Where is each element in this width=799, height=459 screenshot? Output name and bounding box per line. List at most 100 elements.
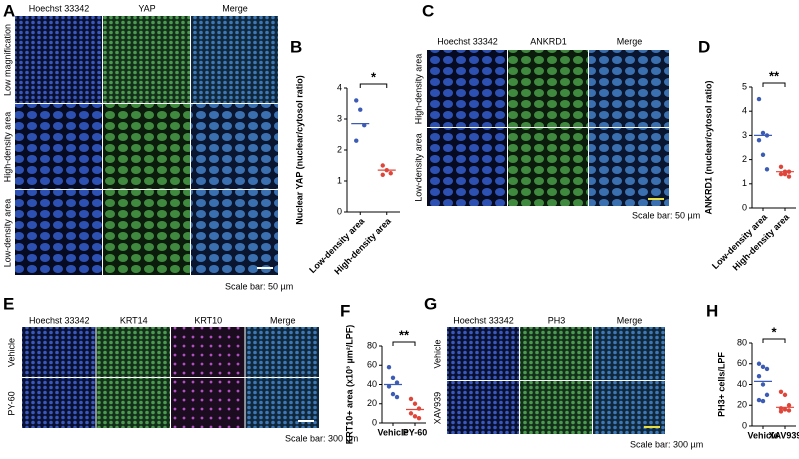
micrograph: [447, 327, 519, 380]
column-label: Merge: [270, 315, 296, 325]
row-label: High-density area: [413, 54, 423, 125]
column-label: KRT14: [120, 315, 148, 325]
y-tick-label: 20: [367, 398, 377, 408]
y-tick-label: 3: [742, 130, 747, 140]
column-label: Hoechst 33342: [29, 315, 90, 325]
data-point: [760, 152, 766, 157]
micrograph: [171, 378, 245, 428]
y-tick-label: 4: [742, 106, 747, 116]
data-point: [782, 392, 788, 398]
micrograph: [22, 327, 96, 377]
row-label: Low-density area: [413, 133, 423, 202]
scale-label: Scale bar: 300 µm: [285, 433, 358, 443]
micrograph: [589, 50, 669, 127]
scale-label: Scale bar: 50 µm: [632, 210, 700, 220]
y-tick-label: 40: [737, 379, 747, 389]
data-point: [760, 364, 766, 370]
y-tick-label: 2: [337, 144, 342, 154]
micrograph: [427, 50, 507, 127]
micrograph: [593, 327, 665, 380]
data-point: [756, 374, 762, 379]
significance-bracket: [762, 82, 786, 87]
micrograph: [96, 378, 170, 428]
row-label: XAV939: [432, 392, 442, 424]
y-tick-label: 0: [742, 202, 747, 212]
micrograph: [191, 16, 278, 103]
micrograph: [520, 327, 592, 380]
micrograph: [447, 381, 519, 434]
data-point: [388, 171, 393, 176]
micrograph: [245, 327, 319, 377]
micrograph: [245, 378, 319, 428]
data-point: [756, 397, 762, 403]
data-point: [764, 366, 770, 372]
x-tick-label: XAV939: [769, 430, 799, 440]
y-tick-label: 20: [737, 400, 747, 410]
column-label: YAP: [138, 3, 155, 13]
data-point: [394, 394, 400, 400]
data-point: [786, 174, 792, 179]
column-label: ANKRD1: [530, 36, 567, 46]
y-tick-label: 3: [337, 113, 342, 123]
data-point: [782, 407, 788, 412]
y-axis-label: PH3+ cells/LPF: [716, 352, 726, 417]
y-tick-label: 2: [742, 154, 747, 164]
data-point: [412, 414, 418, 419]
data-point: [760, 130, 766, 136]
micrograph: [171, 327, 245, 377]
data-point: [756, 138, 762, 143]
x-tick-label: Vehicle: [377, 427, 408, 437]
significance: *: [771, 324, 777, 339]
column-label: Merge: [617, 315, 643, 325]
micrograph: [508, 50, 588, 127]
scale-label: Scale bar: 50 µm: [225, 281, 293, 291]
data-point: [778, 171, 784, 177]
y-tick-label: 0: [337, 206, 342, 216]
significance-bracket: [359, 83, 388, 88]
y-tick-label: 0: [372, 417, 377, 427]
data-point: [764, 392, 770, 398]
data-point: [778, 409, 784, 414]
significance: **: [399, 327, 410, 342]
y-tick-label: 60: [737, 358, 747, 368]
row-label: Vehicle: [6, 338, 16, 367]
micrograph: [508, 128, 588, 206]
micrograph: [520, 381, 592, 434]
micrograph: [589, 128, 669, 206]
panel-letter: D: [698, 37, 710, 56]
micrograph: [427, 128, 507, 206]
data-point: [354, 138, 359, 143]
data-point: [760, 398, 766, 404]
column-label: Hoechst 33342: [437, 36, 498, 46]
data-point: [412, 401, 418, 406]
data-point: [778, 164, 784, 170]
y-tick-label: 80: [367, 340, 377, 350]
data-point: [416, 415, 422, 421]
column-label: Merge: [222, 3, 248, 13]
y-tick-label: 40: [367, 379, 377, 389]
data-point: [756, 96, 762, 102]
micrograph: [15, 190, 102, 275]
panel-letter: A: [3, 1, 15, 20]
panel-letter: C: [422, 1, 434, 20]
data-point: [764, 167, 770, 172]
panel-letter: H: [706, 301, 718, 320]
data-point: [756, 361, 762, 366]
y-tick-label: 60: [367, 360, 377, 370]
x-tick-label: Vehicle: [747, 430, 778, 440]
data-point: [386, 384, 392, 389]
scale-label: Scale bar: 300 µm: [630, 439, 703, 449]
x-tick-label: PY-60: [403, 427, 428, 437]
significance: *: [371, 69, 377, 84]
row-label: High-density area: [2, 112, 12, 183]
data-point: [786, 408, 792, 413]
micrograph: [103, 104, 190, 189]
micrograph: [103, 190, 190, 275]
panel-letter: E: [3, 294, 14, 313]
micrograph: [191, 104, 278, 189]
column-label: Merge: [617, 36, 643, 46]
micrograph: [96, 327, 170, 377]
row-label: Low magnification: [2, 24, 12, 96]
data-point: [408, 396, 414, 402]
